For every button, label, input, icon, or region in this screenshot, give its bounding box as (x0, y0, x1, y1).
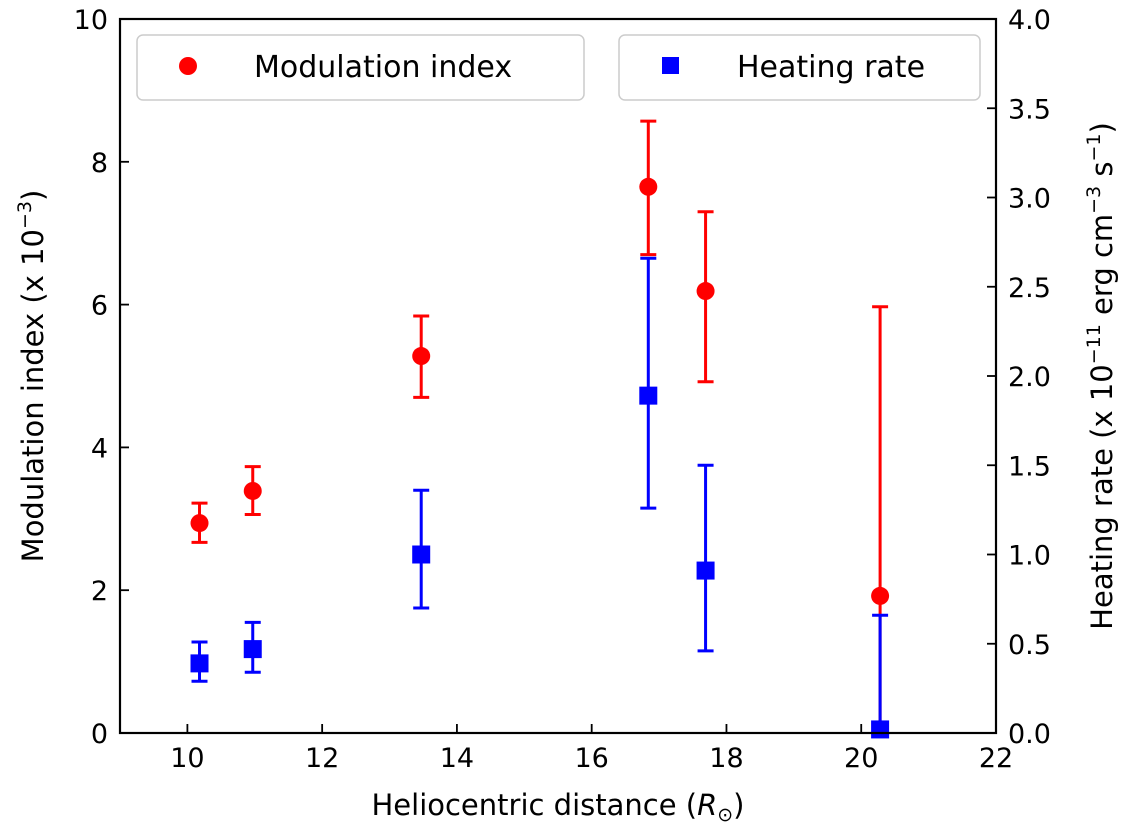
y-left-tick-label: 4 (91, 433, 108, 464)
y-axis-label-left: Modulation index (x 10−3) (14, 190, 50, 563)
x-tick-label: 18 (709, 743, 743, 774)
y-left-tick-label: 6 (91, 291, 108, 322)
y-right-tick-label: 3.5 (1008, 94, 1051, 125)
data-point-square (243, 640, 262, 659)
data-point-circle (190, 514, 209, 533)
y-right-tick-label: 1.0 (1008, 541, 1051, 572)
data-point-circle (243, 481, 262, 500)
y-axis-label-right: Heating rate (x 10−11 erg cm−3 s−1) (1083, 122, 1119, 630)
x-axis-label: Heliocentric distance (R⊙) (371, 788, 744, 826)
legend-heating: Heating rate (618, 34, 981, 101)
modulation-series (190, 119, 890, 735)
y-right-tick-label: 2.5 (1008, 273, 1051, 304)
legend-label-heating: Heating rate (737, 50, 925, 85)
legend-modulation: Modulation index (136, 34, 585, 101)
heating-series (190, 256, 890, 739)
y-right-tick-label: 2.0 (1008, 362, 1051, 393)
x-tick-label: 14 (440, 743, 474, 774)
axis-ticks: 10 12 14 16 18 20 22 0 2 4 6 8 10 0.0 0.5 1.0 1.5 2.0 2.5 3… (74, 5, 1051, 774)
data-point-square (696, 561, 715, 580)
data-point-square (412, 545, 431, 564)
x-tick-label: 10 (170, 743, 204, 774)
y-right-tick-label: 0.5 (1008, 630, 1051, 661)
y-left-tick-label: 10 (74, 5, 108, 36)
legend-marker-circle (179, 57, 197, 75)
x-tick-label: 20 (844, 743, 878, 774)
x-tick-label: 16 (575, 743, 609, 774)
data-point-square (871, 720, 890, 739)
data-point-circle (412, 347, 431, 366)
y-right-tick-label: 4.0 (1008, 5, 1051, 36)
data-point-square (190, 654, 209, 673)
x-tick-label: 22 (979, 743, 1013, 774)
data-point-circle (696, 282, 715, 301)
y-right-tick-label: 0.0 (1008, 719, 1051, 750)
data-point-circle (871, 586, 890, 605)
y-left-tick-label: 0 (91, 719, 108, 750)
data-point-square (639, 386, 658, 405)
x-tick-label: 12 (305, 743, 339, 774)
data-point-circle (639, 177, 658, 196)
y-left-tick-label: 2 (91, 576, 108, 607)
y-right-tick-label: 3.0 (1008, 184, 1051, 215)
legend-marker-square (662, 57, 679, 74)
legend-label-modulation: Modulation index (254, 50, 512, 85)
y-left-tick-label: 8 (91, 148, 108, 179)
y-right-tick-label: 1.5 (1008, 451, 1051, 482)
